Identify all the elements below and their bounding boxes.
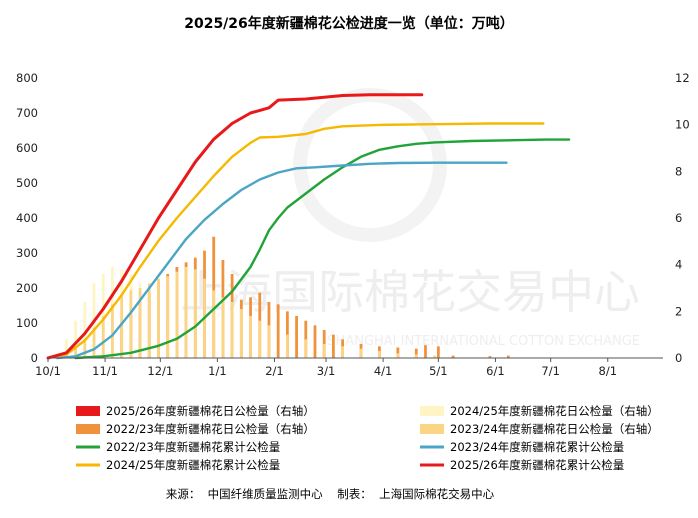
bar-mark — [276, 304, 280, 358]
bar-mark — [74, 348, 78, 358]
bar-mark — [488, 356, 492, 358]
bar-mark — [414, 354, 418, 358]
y-left-tick-label: 800 — [16, 71, 38, 85]
bar-mark — [193, 269, 197, 358]
bar-mark — [436, 346, 440, 358]
bar-mark — [313, 325, 317, 358]
legend-label: 2023/24年度新疆棉花日公检量（右轴） — [450, 422, 659, 436]
legend-label: 2023/24年度新疆棉花累计公检量 — [450, 440, 624, 454]
bar-mark — [147, 283, 151, 358]
bar-mark — [285, 334, 289, 358]
x-tick-label: 1/1 — [208, 364, 227, 378]
y-right-tick-label: 10 — [675, 118, 690, 132]
legend-swatch — [420, 406, 444, 416]
bar-mark — [258, 320, 262, 358]
bar-layer — [55, 236, 510, 359]
bar-mark — [239, 309, 243, 358]
bar-mark — [83, 339, 87, 358]
y-right-tick-label: 6 — [675, 211, 682, 225]
x-tick-label: 12/1 — [147, 364, 173, 378]
y-left-tick-label: 200 — [16, 281, 38, 295]
bar-mark — [451, 355, 455, 358]
bar-mark — [111, 304, 114, 358]
y-left-tick-label: 400 — [16, 211, 38, 225]
bar-mark — [267, 325, 271, 358]
watermark-text: 上海国际棉花交易中心 — [180, 265, 640, 319]
bar-mark — [175, 271, 179, 358]
bar-mark — [414, 348, 418, 358]
bar-mark — [396, 347, 400, 358]
legend-swatch — [420, 424, 444, 434]
legend-label: 2022/23年度新疆棉花累计公检量 — [106, 440, 280, 454]
y-right-tick-label: 2 — [675, 304, 682, 318]
y-right-tick-label: 12 — [675, 71, 690, 85]
bar-mark — [424, 345, 427, 358]
bar-mark — [212, 290, 216, 358]
legend-label: 2022/23年度新疆棉花日公检量（右轴） — [106, 422, 315, 436]
legend-swatch — [76, 406, 100, 416]
bar-mark — [221, 297, 225, 358]
bar-mark — [157, 278, 160, 358]
x-tick-label: 10/1 — [35, 364, 61, 378]
bar-mark — [138, 288, 142, 358]
bar-mark — [83, 302, 87, 358]
bar-mark — [184, 267, 188, 358]
y-right-tick-label: 4 — [675, 258, 682, 272]
bar-mark — [378, 351, 381, 358]
bar-mark — [332, 334, 335, 358]
series-line — [74, 138, 571, 360]
x-tick-label: 11/1 — [92, 364, 118, 378]
bar-mark — [304, 320, 308, 358]
bar-mark — [295, 316, 298, 358]
y-right-tick-label: 8 — [675, 164, 682, 178]
bar-mark — [166, 276, 170, 358]
legend-swatch — [76, 424, 100, 434]
bar-mark — [65, 339, 68, 358]
axes-layer: 0 100 200 300 400 500 600 700 800 0 2 4 6 8 10 12 10/1 11… — [16, 71, 690, 378]
x-tick-label: 4/1 — [374, 364, 393, 378]
x-tick-label: 8/1 — [599, 364, 618, 378]
legend-label: 2025/26年度新疆棉花日公检量（右轴） — [106, 404, 315, 418]
legend-label: 2025/26年度新疆棉花累计公检量 — [450, 458, 624, 472]
y-left-tick-label: 700 — [16, 106, 38, 120]
chart-title: 2025/26年度新疆棉花公检进度一览（单位：万吨） — [184, 15, 514, 32]
watermark-text-en: SHANGHAI INTERNATIONAL COTTON EXCHANGE — [327, 334, 640, 349]
bar-mark — [396, 353, 400, 358]
x-tick-label: 6/1 — [486, 364, 505, 378]
x-tick-label: 5/1 — [429, 364, 448, 378]
x-tick-label: 2/1 — [265, 364, 284, 378]
y-left-tick-label: 300 — [16, 246, 38, 260]
bar-mark — [230, 302, 234, 358]
legend: 2025/26年度新疆棉花日公检量（右轴） 2024/25年度新疆棉花日公检量（右… — [76, 404, 659, 472]
legend-label: 2024/25年度新疆棉花累计公检量 — [106, 458, 280, 472]
bar-mark — [506, 355, 510, 358]
bar-mark — [129, 290, 133, 358]
x-tick-label: 3/1 — [317, 364, 336, 378]
legend-label: 2024/25年度新疆棉花日公检量（右轴） — [450, 404, 659, 418]
bar-mark — [304, 339, 308, 358]
y-right-tick-label: 0 — [675, 351, 682, 365]
series-line — [56, 161, 508, 360]
x-tick-label: 7/1 — [541, 364, 560, 378]
bar-mark — [120, 295, 124, 358]
watermark: 上海国际棉花交易中心 SHANGHAI INTERNATIONAL COTTON … — [180, 88, 640, 349]
bar-mark — [359, 348, 363, 358]
line-layer — [46, 93, 571, 360]
bar-mark — [322, 344, 326, 358]
y-left-tick-label: 600 — [16, 141, 38, 155]
bar-mark — [74, 320, 78, 358]
source-note: 来源： 中国纤维质量监测中心 制表： 上海国际棉花交易中心 — [166, 487, 495, 501]
bar-mark — [249, 316, 252, 358]
y-left-tick-label: 100 — [16, 316, 38, 330]
y-left-tick-label: 500 — [16, 176, 38, 190]
bar-mark — [433, 355, 437, 358]
series-line — [46, 122, 545, 360]
series-line — [46, 93, 424, 360]
bar-mark — [341, 346, 345, 358]
y-left-tick-label: 0 — [31, 351, 38, 365]
bar-mark — [92, 327, 96, 358]
bar-mark — [101, 316, 105, 358]
